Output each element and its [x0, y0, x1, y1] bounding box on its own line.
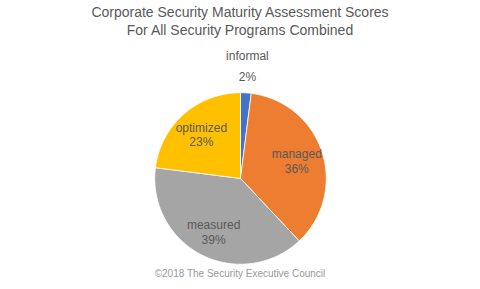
svg-text:2%: 2% [239, 70, 257, 84]
html-text:©2018 The Security Executive C: ©2018 The Security Executive Council [154, 268, 326, 279]
svg-text:23%: 23% [189, 135, 213, 149]
html-text:Corporate Security Maturity As: Corporate Security Maturity Assessment S… [91, 4, 389, 38]
svg-text:informal: informal [226, 49, 269, 63]
svg-text:measured: measured [187, 218, 240, 232]
svg-text:36%: 36% [285, 162, 309, 176]
svg-text:39%: 39% [202, 233, 226, 247]
svg-text:managed: managed [272, 147, 322, 161]
svg-text:optimized: optimized [176, 121, 227, 135]
